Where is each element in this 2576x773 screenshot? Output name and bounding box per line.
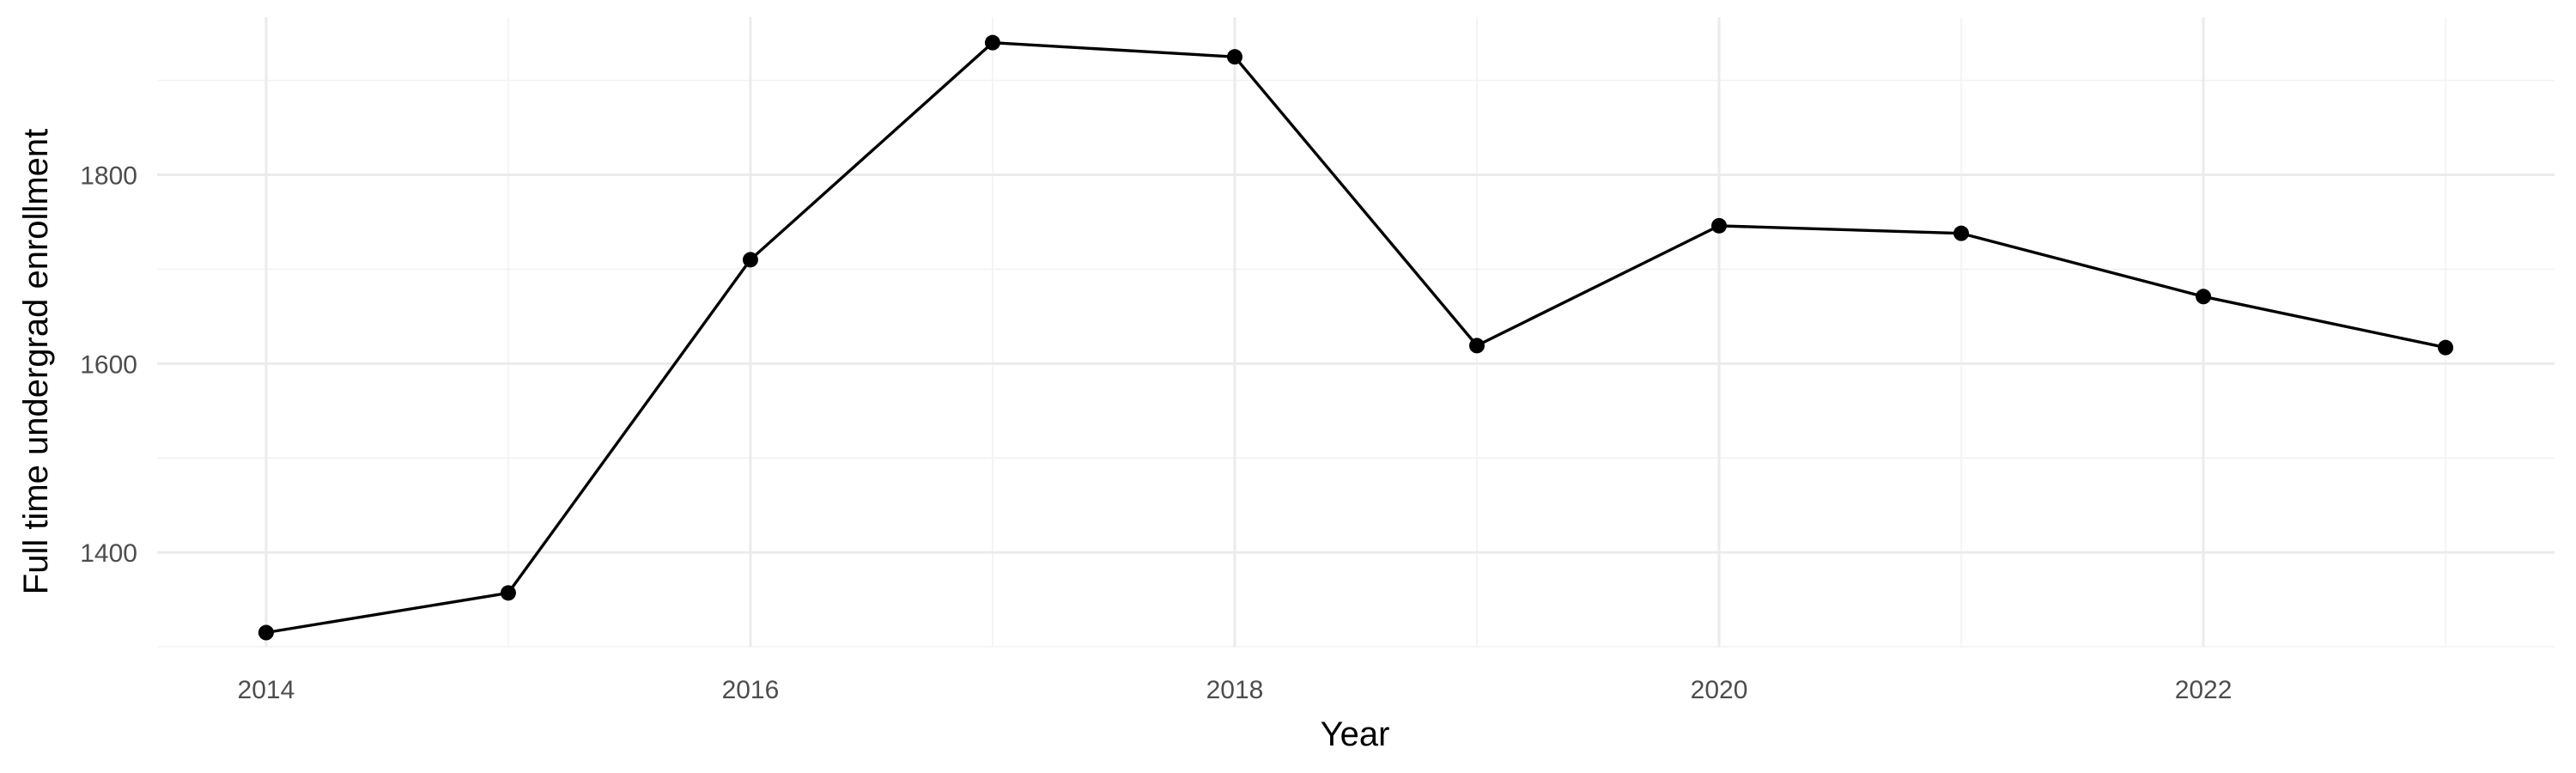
x-tick-label: 2014 [238,676,295,704]
x-axis-title: Year [1321,715,1390,753]
tick-labels: 2014 2016 2018 2020 2022 1400 1600 1800 [80,162,2232,704]
data-point-2016 [742,252,758,268]
x-tick-label: 2018 [1206,676,1264,704]
data-point-2022 [2196,289,2212,305]
grid-lines [157,17,2555,648]
series-line [265,41,2446,635]
x-tick-label: 2022 [2175,676,2233,704]
data-point-2017 [984,34,1000,51]
data-point-2020 [1711,217,1728,234]
data-point-2014 [258,624,274,641]
y-tick-label: 1400 [80,539,137,568]
data-point-2015 [500,585,516,601]
y-tick-label: 1800 [80,162,137,191]
data-point-2018 [1226,49,1242,65]
data-point-2019 [1469,338,1485,354]
y-axis-title: Full time undergrad enrollment [17,129,55,594]
data-point-2023 [2438,339,2454,356]
data-point-2021 [1953,225,1970,241]
series-layer [258,34,2454,641]
x-tick-label: 2020 [1691,676,1748,704]
y-tick-label: 1600 [80,350,137,379]
x-tick-label: 2016 [722,676,780,704]
